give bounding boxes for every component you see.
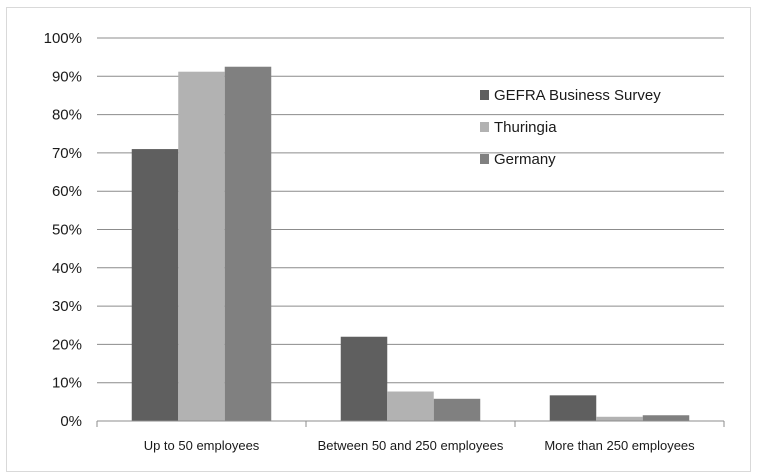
y-tick-label: 10% (52, 375, 82, 392)
y-tick-label: 80% (52, 107, 82, 124)
legend-label: Germany (494, 151, 556, 168)
y-tick-label: 100% (44, 30, 82, 47)
bars (131, 66, 690, 421)
bar (433, 398, 481, 421)
x-category-label: Up to 50 employees (144, 438, 260, 453)
bar (224, 66, 272, 421)
legend-swatch (480, 122, 489, 132)
y-tick-label: 40% (52, 260, 82, 277)
legend: GEFRA Business Survey Thuringia Germany (480, 87, 661, 168)
bar (340, 336, 388, 421)
legend-label: GEFRA Business Survey (494, 87, 661, 104)
x-category-label: More than 250 employees (544, 438, 695, 453)
y-axis-tick-labels: 0% 10% 20% 30% 40% 50% 60% 70% 80% 90% 100% (44, 30, 82, 430)
bar (387, 391, 434, 421)
y-tick-label: 70% (52, 145, 82, 162)
y-tick-label: 0% (60, 413, 82, 430)
legend-label: Thuringia (494, 119, 557, 136)
x-category-label: Between 50 and 250 employees (318, 438, 504, 453)
bar (178, 71, 225, 421)
bar (642, 415, 690, 421)
bar (596, 416, 643, 421)
bar (131, 149, 179, 421)
y-tick-label: 60% (52, 183, 82, 200)
legend-swatch (480, 90, 489, 100)
y-tick-label: 30% (52, 298, 82, 315)
bar (549, 395, 597, 421)
x-axis (96, 420, 725, 427)
y-tick-label: 90% (52, 68, 82, 85)
y-tick-label: 20% (52, 336, 82, 353)
x-axis-category-labels: Up to 50 employees Between 50 and 250 emp… (144, 438, 695, 453)
legend-swatch (480, 154, 489, 164)
y-tick-label: 50% (52, 222, 82, 239)
